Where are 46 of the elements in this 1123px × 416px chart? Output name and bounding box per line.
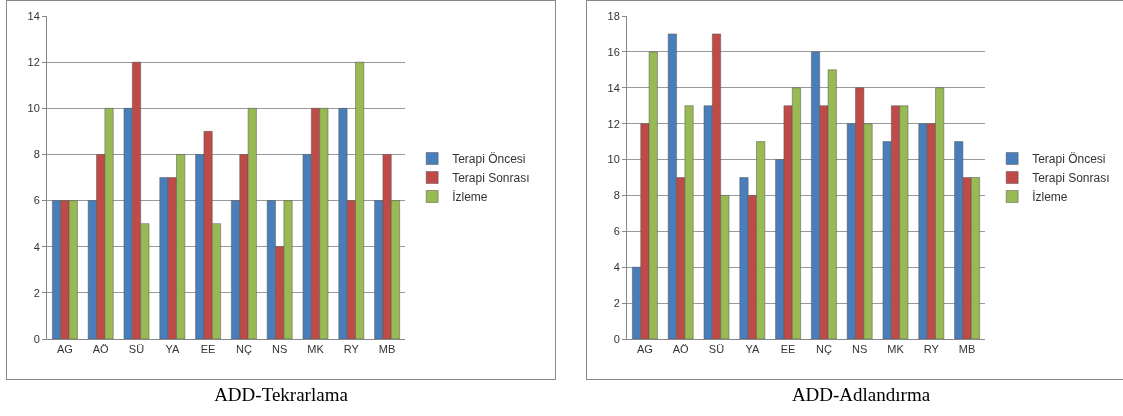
y-tick-label: 4 bbox=[33, 240, 40, 253]
y-tick-label: 16 bbox=[607, 45, 620, 58]
x-tick-label: MB bbox=[378, 343, 396, 356]
x-tick-label: NS bbox=[272, 343, 288, 356]
y-tick-label: 18 bbox=[607, 9, 620, 22]
y-tick-label: 14 bbox=[27, 9, 40, 22]
legend-label: Terapi Sonrası bbox=[1032, 171, 1110, 186]
y-tick-label: 4 bbox=[613, 261, 620, 274]
x-tick-label: NS bbox=[852, 343, 868, 356]
x-tick-label: YA bbox=[745, 343, 760, 356]
x-tick-label: MK bbox=[887, 343, 905, 356]
x-tick-label: AÖ bbox=[672, 343, 690, 356]
y-tick-label: 12 bbox=[607, 117, 620, 130]
legend-label: Terapi Öncesi bbox=[1032, 152, 1106, 167]
legend-label: Terapi Öncesi bbox=[452, 152, 526, 167]
y-tick-label: 0 bbox=[33, 332, 40, 345]
x-tick-label: SÜ bbox=[128, 343, 145, 356]
text: ADD-Adlandırma bbox=[790, 384, 932, 406]
legend-label: Terapi Sonrası bbox=[452, 171, 530, 186]
y-tick-label: 6 bbox=[33, 194, 40, 207]
legend-label: İzleme bbox=[452, 190, 488, 205]
y-tick-label: 10 bbox=[27, 102, 40, 115]
y-tick-label: 6 bbox=[613, 225, 620, 238]
x-tick-label: EE bbox=[780, 343, 796, 356]
x-tick-label: RY bbox=[923, 343, 940, 356]
x-tick-label: AG bbox=[56, 343, 73, 356]
x-tick-label: NÇ bbox=[235, 343, 252, 356]
y-tick-label: 8 bbox=[33, 148, 40, 161]
x-tick-label: SÜ bbox=[708, 343, 725, 356]
x-tick-label: AÖ bbox=[92, 343, 110, 356]
y-tick-label: 2 bbox=[33, 286, 40, 299]
y-tick-label: 2 bbox=[613, 296, 620, 309]
x-tick-label: RY bbox=[343, 343, 360, 356]
x-tick-label: MK bbox=[307, 343, 325, 356]
y-tick-label: 14 bbox=[607, 81, 620, 94]
legend-label: İzleme bbox=[1032, 190, 1068, 205]
x-tick-label: NÇ bbox=[815, 343, 832, 356]
y-tick-label: 10 bbox=[607, 153, 620, 166]
x-tick-label: EE bbox=[200, 343, 216, 356]
text: ADD-Tekrarlama bbox=[213, 384, 349, 406]
x-tick-label: MB bbox=[958, 343, 976, 356]
x-tick-label: YA bbox=[165, 343, 180, 356]
x-tick-label: AG bbox=[636, 343, 653, 356]
y-tick-label: 12 bbox=[27, 55, 40, 68]
y-tick-label: 8 bbox=[613, 189, 620, 202]
y-tick-label: 0 bbox=[613, 332, 620, 345]
